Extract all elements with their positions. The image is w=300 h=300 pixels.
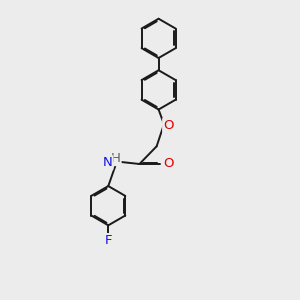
- Text: O: O: [164, 157, 174, 170]
- Text: N: N: [103, 156, 112, 169]
- Text: F: F: [104, 234, 112, 247]
- Text: O: O: [163, 119, 174, 132]
- Text: H: H: [111, 152, 121, 165]
